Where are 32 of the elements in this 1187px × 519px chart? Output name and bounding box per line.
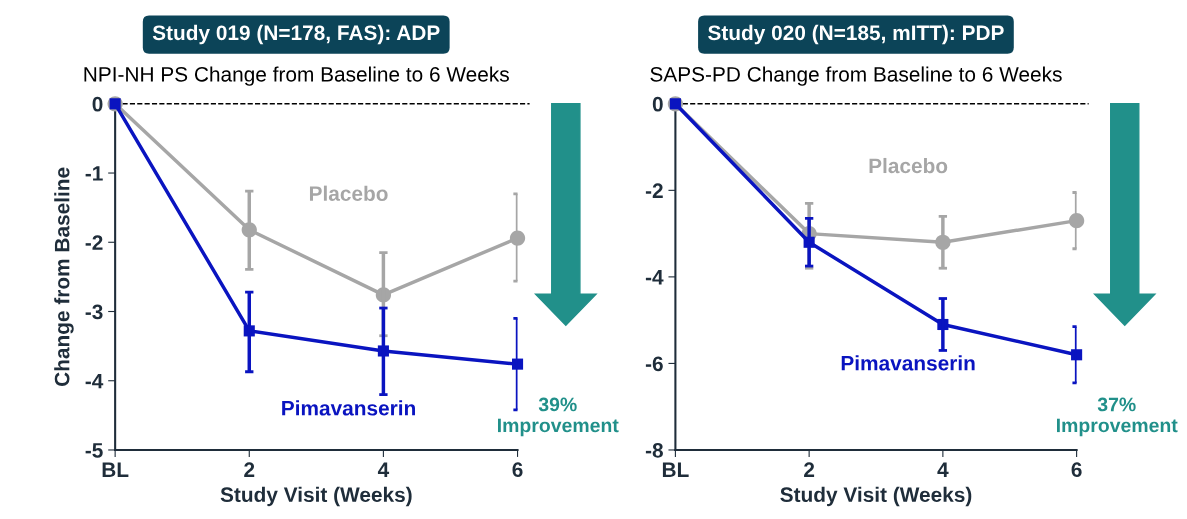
x-tick-label: 6 [1071,462,1082,478]
x-axis-title: Study Visit (Weeks) [780,486,972,507]
x-tick-label: BL [102,462,129,477]
text: Pimavanserin [282,400,415,416]
x-tick-label: 2 [244,462,255,477]
y-tick-label: -8 [645,442,663,458]
y-axis-title: Change from Baseline [54,167,74,386]
y-tick-label: -4 [645,270,664,285]
x-tick-label: 4 [937,462,949,477]
chart-subtitle: NPI-NH PS Change from Baseline to 6 Weeks [84,66,509,86]
x-tick-label: BL [662,462,689,477]
x-tick-label: 6 [512,462,523,478]
series-label: Pimavanserin [841,355,975,371]
y-tick-label: 0 [92,96,103,112]
text: Placebo [869,157,948,174]
y-tick-label: -4 [85,373,104,389]
text: Placebo [309,185,388,201]
annotation: 39% Improvement [498,397,619,437]
chart-title: Study 020 (N=185, mITT): PDP [708,24,1004,45]
y-tick-label: 0 [652,96,663,112]
x-tick-label: 4 [377,462,390,477]
x-tick-label: 2 [804,462,815,477]
chart-subtitle: SAPS-PD Change from Baseline to 6 Weeks [650,66,1062,86]
y-tick-label: -2 [645,183,663,198]
y-tick-label: -3 [85,304,103,320]
y-tick-label: -6 [645,356,663,372]
chart-title: Study 019 (N=178, FAS): ADP [152,24,440,45]
annotation: 37% Improvement [1056,397,1178,437]
y-tick-label: -2 [85,235,103,250]
y-tick-label: -5 [85,443,103,458]
y-tick-label: -1 [85,166,103,181]
x-axis-title: Study Visit (Weeks) [220,486,412,507]
